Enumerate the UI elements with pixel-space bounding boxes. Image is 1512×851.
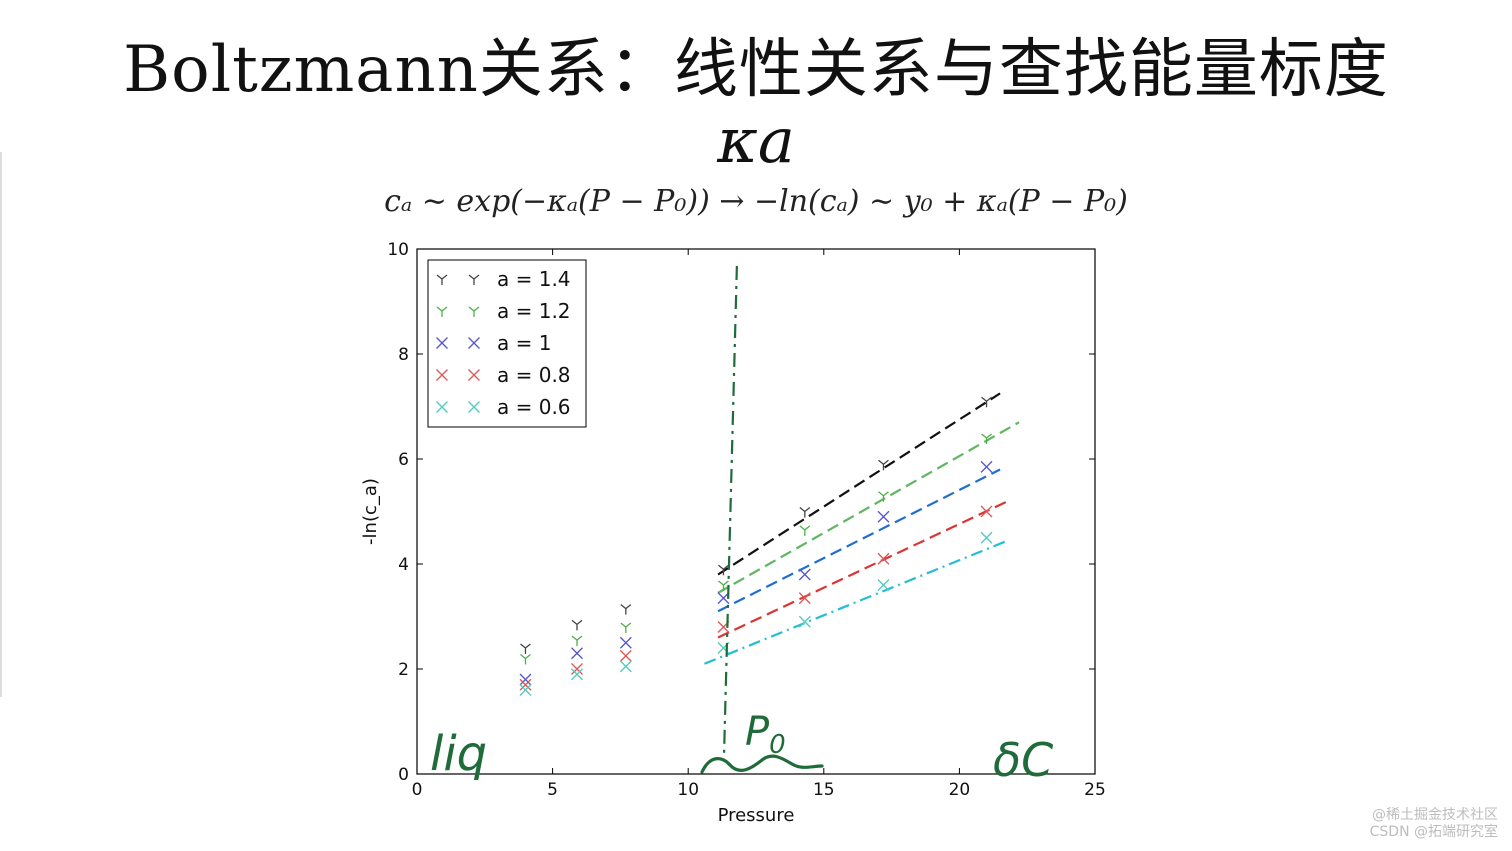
legend-marker (468, 337, 480, 349)
formula: cₐ ∼ exp(−κₐ(P − P₀)) → −ln(cₐ) ∼ y₀ + κ… (384, 184, 1128, 219)
legend: a = 1.4 a = 1.2 a = 1 a = 0.8 a = 0.6 (427, 259, 587, 428)
x-tick-label: 10 (677, 780, 699, 800)
legend-label: a = 0.8 (497, 363, 571, 387)
data-point (520, 643, 531, 654)
legend-marker (468, 369, 480, 381)
data-point (718, 564, 729, 576)
data-point (519, 684, 532, 696)
legend-label: a = 1 (497, 331, 551, 355)
data-point (878, 491, 889, 502)
legend-label: a = 0.6 (497, 395, 571, 419)
slide-title: Boltzmann关系：线性关系与查找能量标度 (123, 33, 1389, 107)
data-point (520, 653, 531, 665)
fit-line (717, 392, 1001, 576)
sc-annotation: δC (993, 733, 1053, 787)
y-axis-label: -ln(c_a) (360, 478, 381, 545)
watermark: @稀土掘金技术社区 CSDN @拓端研究室 (1370, 807, 1498, 841)
data-point (980, 460, 993, 473)
data-point (798, 568, 811, 581)
watermark-line-1: @稀土掘金技术社区 (1372, 807, 1498, 823)
data-point (519, 673, 532, 686)
left-edge-divider (0, 152, 2, 697)
y-tick-label: 6 (398, 450, 409, 470)
y-tick-label: 4 (398, 555, 409, 575)
legend-box (427, 259, 587, 428)
data-point (519, 678, 532, 691)
data-point (619, 660, 632, 673)
p0-annotation: P0 (745, 709, 786, 760)
data-point (877, 579, 890, 591)
legend-marker (436, 306, 448, 317)
fit-line (717, 421, 1020, 594)
x-tick-label: 20 (949, 780, 971, 800)
data-point (571, 647, 583, 660)
y-tick-label: 10 (387, 240, 409, 260)
legend-marker (468, 306, 480, 317)
legend-marker (436, 369, 448, 381)
p0-squiggle (700, 754, 824, 774)
kappa-symbol: κa (717, 104, 795, 177)
y-tick-label: 8 (398, 345, 409, 365)
x-tick-label: 25 (1084, 780, 1106, 800)
x-tick-label: 15 (813, 780, 835, 800)
data-point (877, 552, 890, 565)
fit-line (717, 468, 1001, 613)
legend-marker (436, 274, 448, 285)
plot-frame (416, 248, 1096, 775)
data-point (878, 459, 889, 471)
data-point (799, 506, 811, 518)
fit-line (717, 500, 1009, 639)
data-point (571, 668, 583, 681)
liq-annotation: liq (430, 726, 487, 782)
legend-marker (468, 274, 480, 285)
legend-marker (436, 337, 448, 349)
data-point (877, 510, 890, 523)
data-point (980, 505, 993, 518)
x-axis-label: Pressure (718, 805, 795, 826)
data-point (571, 635, 583, 647)
fit-line (704, 539, 1009, 665)
legend-label: a = 1.4 (497, 267, 571, 291)
y-tick-label: 0 (398, 765, 409, 785)
data-point (981, 396, 992, 408)
data-point (619, 636, 632, 649)
y-tick-label: 2 (398, 660, 409, 680)
data-point (798, 615, 811, 628)
data-point (799, 525, 811, 536)
data-point (571, 663, 583, 675)
data-point (571, 619, 583, 631)
data-point (620, 622, 632, 633)
watermark-line-2: CSDN @拓端研究室 (1369, 824, 1498, 840)
p0-vertical-line (722, 265, 738, 761)
legend-marker (468, 401, 480, 413)
data-point (980, 531, 993, 544)
data-point (717, 592, 730, 605)
data-point (620, 604, 632, 615)
data-point (619, 649, 632, 662)
legend-marker (436, 401, 448, 413)
data-point (981, 433, 992, 444)
data-point (798, 592, 811, 605)
x-tick-label: 5 (547, 780, 558, 800)
legend-label: a = 1.2 (497, 299, 571, 323)
x-tick-label: 0 (412, 780, 423, 800)
data-point (718, 580, 729, 591)
